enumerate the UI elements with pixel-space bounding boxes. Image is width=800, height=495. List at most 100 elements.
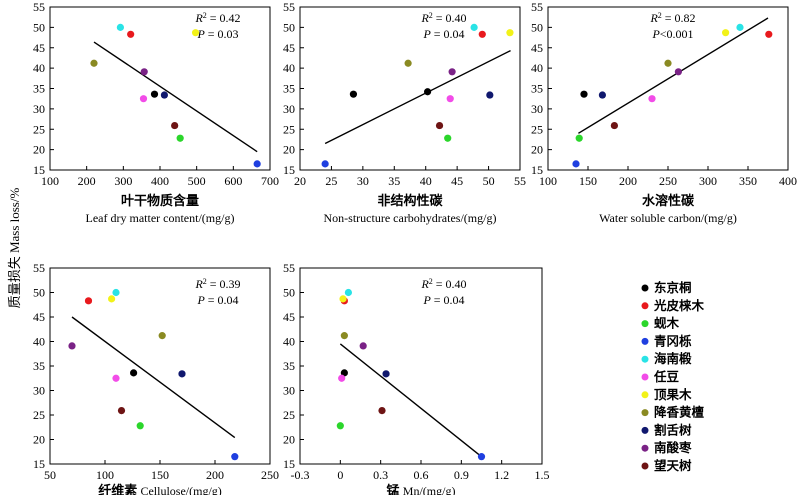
x-tick-label: 0.9 [454, 468, 469, 482]
regression-line [71, 316, 236, 439]
data-point [338, 374, 346, 382]
data-point [598, 91, 607, 99]
data-point [424, 88, 432, 96]
data-point [722, 29, 730, 37]
data-point [344, 288, 352, 297]
x-tick-label: 150 [151, 468, 169, 482]
data-point [610, 121, 619, 130]
y-tick-label: 35 [283, 82, 295, 96]
x-axis-label: 纤维素 Cellulose/(mg/g) [98, 483, 222, 495]
y-tick-label: 35 [33, 82, 45, 96]
x-tick-label: 200 [619, 174, 637, 188]
legend-item: 海南椴 [641, 351, 692, 366]
data-point [160, 91, 168, 99]
y-tick-label: 40 [283, 61, 295, 75]
data-point [736, 23, 744, 31]
legend-label: 青冈栎 [654, 333, 692, 348]
legend-item: 望天树 [641, 458, 692, 473]
y-tick-label: 25 [33, 408, 45, 422]
legend-marker [641, 426, 649, 434]
y-tick-label: 55 [33, 0, 45, 14]
y-tick-label: 30 [33, 384, 45, 398]
data-point [253, 160, 261, 168]
x-axis-label-en: Water soluble carbon/(mg/g) [599, 211, 737, 225]
x-axis-label-cn: 叶干物质含量 [121, 193, 199, 208]
data-point [575, 134, 583, 142]
data-point [150, 90, 159, 98]
legend-marker [641, 462, 649, 470]
y-tick-label: 40 [33, 335, 45, 349]
y-tick-label: 40 [283, 335, 295, 349]
r-squared-label: R2 = 0.82 [649, 11, 695, 26]
y-tick-label: 15 [531, 163, 543, 177]
y-tick-label: 40 [531, 61, 543, 75]
x-tick-label: 100 [41, 174, 59, 188]
x-tick-label: 25 [325, 174, 337, 188]
x-tick-label: 400 [779, 174, 797, 188]
y-tick-label: 55 [283, 0, 295, 14]
y-tick-label: 15 [33, 457, 45, 471]
y-tick-label: 55 [33, 261, 45, 275]
legend-marker [641, 444, 649, 452]
p-value-label: P<0.001 [651, 27, 693, 41]
legend-label: 割舌树 [654, 422, 692, 437]
x-tick-label: 600 [224, 174, 242, 188]
legend-label: 望天树 [654, 458, 692, 473]
x-tick-label: 150 [579, 174, 597, 188]
x-tick-label: 50 [483, 174, 495, 188]
x-tick-label: 700 [261, 174, 279, 188]
y-tick-label: 30 [283, 384, 295, 398]
y-tick-label: 45 [283, 310, 295, 324]
data-point [572, 160, 580, 168]
x-tick-label: 0 [337, 468, 343, 482]
data-point [321, 160, 329, 168]
data-point [84, 297, 93, 305]
x-tick-label: 250 [659, 174, 677, 188]
data-point [359, 342, 367, 350]
panel-5: -0.3 0 0.3 0.6 0.9 1.2 1.5 15 20 25 30 35 40 45 50 55 R2… [283, 261, 550, 495]
plot-frame [299, 6, 521, 171]
x-axis-label-cn: 非结构性碳 [377, 193, 443, 208]
legend-label: 任豆 [653, 369, 680, 384]
legend-marker [641, 391, 649, 399]
data-point [139, 95, 148, 103]
y-tick-label: 50 [283, 286, 295, 300]
legend-marker [641, 409, 649, 417]
x-axis-label-en: Leaf dry matter content/(mg/g) [86, 211, 235, 225]
data-point [339, 295, 347, 303]
data-point [478, 30, 486, 38]
x-tick-label: 1.5 [535, 468, 550, 482]
legend-marker [641, 302, 649, 310]
data-point [349, 90, 358, 98]
y-tick-label: 55 [531, 0, 543, 14]
y-tick-label: 35 [33, 359, 45, 373]
x-tick-label: 300 [114, 174, 132, 188]
x-tick-label: 35 [388, 174, 400, 188]
x-tick-label: 500 [188, 174, 206, 188]
legend-label: 南酸枣 [654, 440, 692, 455]
data-point [765, 30, 773, 38]
data-point [404, 59, 412, 67]
y-tick-label: 25 [33, 122, 45, 136]
y-axis-label: 质量损失 Mass loss/% [7, 188, 22, 309]
x-tick-label: 100 [96, 468, 114, 482]
data-point [127, 30, 135, 38]
r-squared-label: R2 = 0.40 [420, 11, 466, 26]
y-tick-label: 40 [33, 61, 45, 75]
y-tick-label: 50 [33, 286, 45, 300]
x-tick-label: 350 [739, 174, 757, 188]
data-point [171, 121, 179, 130]
y-tick-label: 45 [283, 41, 295, 55]
panel-3: 100 150 200 250 300 350 400 15 20 25 30 35 40 45 50 55 R… [531, 0, 797, 225]
y-tick-label: 50 [33, 20, 45, 34]
y-tick-label: 30 [531, 102, 543, 116]
y-tick-label: 15 [283, 457, 295, 471]
legend-item: 光皮梾木 [641, 298, 705, 313]
data-point [68, 342, 76, 350]
data-point [108, 295, 116, 303]
data-point [116, 23, 124, 31]
x-axis-label-cn: 水溶性碳 [642, 193, 695, 208]
